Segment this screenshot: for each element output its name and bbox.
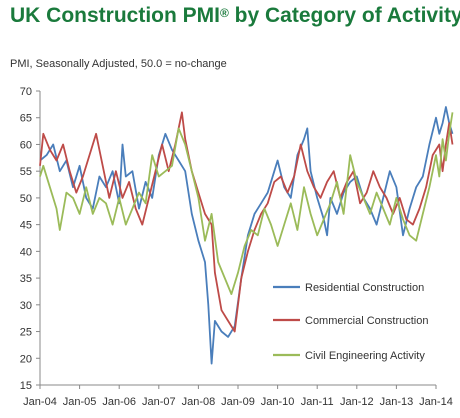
title-rest: by Category of Activity bbox=[228, 4, 460, 27]
series-line-1 bbox=[39, 106, 454, 365]
y-tick-label: 55 bbox=[20, 166, 32, 178]
legend-label-2: Commercial Construction bbox=[305, 315, 428, 327]
x-tick-label: Jan-14 bbox=[419, 396, 453, 408]
x-tick-label: Jan-13 bbox=[380, 396, 414, 408]
y-tick-label: 20 bbox=[20, 353, 32, 365]
x-tick-label: Jan-11 bbox=[301, 396, 334, 408]
x-tick-label: Jan-05 bbox=[63, 396, 97, 408]
chart-subtitle: PMI, Seasonally Adjusted, 50.0 = no-chan… bbox=[10, 58, 227, 70]
y-tick-label: 45 bbox=[20, 220, 32, 232]
legend-label-1: Residential Construction bbox=[305, 282, 424, 294]
y-tick-label: 30 bbox=[20, 300, 32, 312]
axes: 15 20 25 30 35 40 45 50 55 60 65 70 Jan-04 Jan-05 Jan-… bbox=[20, 86, 453, 408]
chart-title: UK Construction PMI® by Category of Acti… bbox=[10, 4, 460, 28]
x-tick-label: Jan-08 bbox=[182, 396, 216, 408]
legend-label-3: Civil Engineering Activity bbox=[305, 350, 425, 362]
y-tick-label: 60 bbox=[20, 139, 32, 151]
x-tick-label: Jan-04 bbox=[23, 396, 57, 408]
x-tick-label: Jan-07 bbox=[142, 396, 176, 408]
x-tick-label: Jan-10 bbox=[261, 396, 295, 408]
y-tick-label: 65 bbox=[20, 113, 32, 125]
title-main: UK Construction PMI bbox=[10, 4, 220, 27]
series-line-3 bbox=[39, 112, 454, 295]
y-tick-label: 25 bbox=[20, 327, 32, 339]
y-tick-label: 40 bbox=[20, 246, 32, 258]
series-lines bbox=[39, 106, 454, 365]
x-tick-label: Jan-12 bbox=[340, 396, 374, 408]
registered-mark: ® bbox=[220, 6, 229, 20]
x-tick-label: Jan-06 bbox=[102, 396, 136, 408]
y-tick-label: 50 bbox=[20, 193, 32, 205]
legend: Residential Construction Commercial Const… bbox=[273, 282, 428, 362]
y-tick-label: 70 bbox=[20, 86, 32, 98]
y-tick-label: 35 bbox=[20, 273, 32, 285]
x-tick-label: Jan-09 bbox=[221, 396, 255, 408]
y-tick-label: 15 bbox=[20, 380, 32, 392]
